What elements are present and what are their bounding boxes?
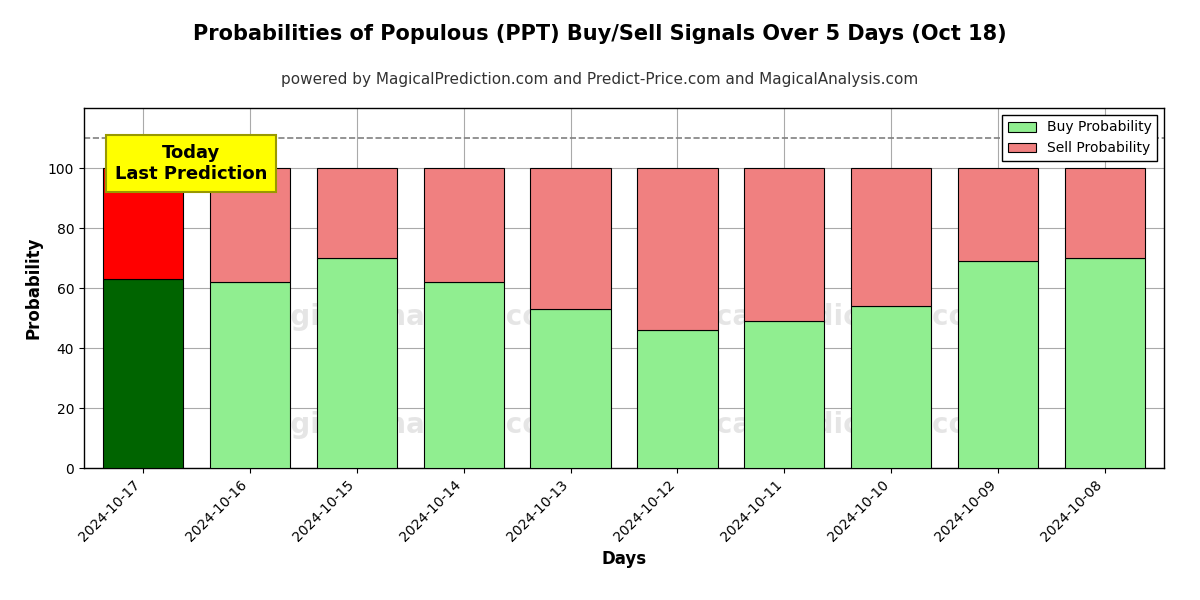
Text: powered by MagicalPrediction.com and Predict-Price.com and MagicalAnalysis.com: powered by MagicalPrediction.com and Pre… — [281, 72, 919, 87]
Bar — [744, 168, 824, 321]
Text: Probabilities of Populous (PPT) Buy/Sell Signals Over 5 Days (Oct 18): Probabilities of Populous (PPT) Buy/Sell… — [193, 24, 1007, 44]
Text: MagicalPrediction.com: MagicalPrediction.com — [640, 411, 997, 439]
Bar — [210, 168, 290, 282]
Y-axis label: Probability: Probability — [24, 237, 42, 339]
Legend: Buy Probability, Sell Probability: Buy Probability, Sell Probability — [1002, 115, 1157, 161]
Bar — [851, 306, 931, 468]
Text: MagicalPrediction.com: MagicalPrediction.com — [640, 303, 997, 331]
Bar — [744, 321, 824, 468]
Bar — [958, 168, 1038, 261]
Bar — [317, 168, 397, 258]
Bar — [424, 168, 504, 282]
Bar — [958, 261, 1038, 468]
Bar — [637, 330, 718, 468]
Bar — [1066, 168, 1145, 258]
Bar — [530, 309, 611, 468]
Text: MagicalAnalysis.com: MagicalAnalysis.com — [245, 303, 571, 331]
Bar — [530, 168, 611, 309]
Bar — [851, 168, 931, 306]
Bar — [103, 168, 182, 279]
Bar — [637, 168, 718, 330]
X-axis label: Days: Days — [601, 550, 647, 568]
Bar — [210, 282, 290, 468]
Bar — [103, 279, 182, 468]
Text: MagicalAnalysis.com: MagicalAnalysis.com — [245, 411, 571, 439]
Bar — [1066, 258, 1145, 468]
Text: Today
Last Prediction: Today Last Prediction — [115, 144, 268, 183]
Bar — [424, 282, 504, 468]
Bar — [317, 258, 397, 468]
